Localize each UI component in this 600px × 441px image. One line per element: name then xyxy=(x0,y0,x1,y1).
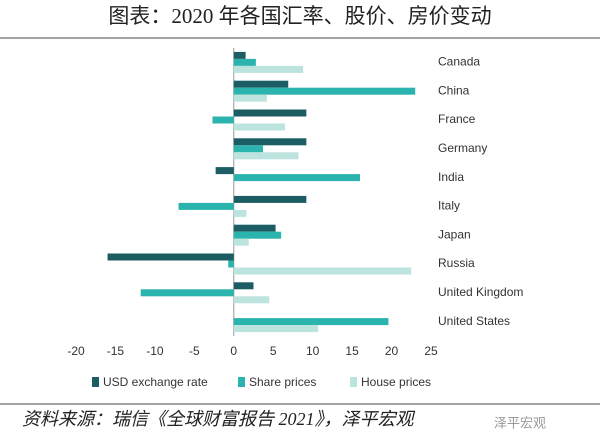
bar xyxy=(233,138,307,146)
bar xyxy=(233,238,249,246)
category-label: Italy xyxy=(438,199,460,213)
legend-label: House prices xyxy=(361,375,431,389)
legend-swatch xyxy=(350,377,357,387)
x-tick-label: 25 xyxy=(424,344,438,358)
category-label: Japan xyxy=(438,227,471,241)
bar xyxy=(233,80,289,88)
bar xyxy=(178,202,234,210)
bar xyxy=(233,209,247,217)
x-tick-label: -20 xyxy=(67,344,85,358)
bar xyxy=(233,325,319,333)
bar xyxy=(233,318,389,326)
legend-label: Share prices xyxy=(249,375,316,389)
legend-swatch xyxy=(238,377,245,387)
watermark: 泽平宏观 xyxy=(494,415,546,430)
category-label: China xyxy=(438,83,470,97)
x-tick-label: -5 xyxy=(189,344,200,358)
bar xyxy=(233,296,270,304)
category-label: United Kingdom xyxy=(438,285,523,299)
bar xyxy=(140,289,234,297)
x-tick-label: -10 xyxy=(146,344,164,358)
bar xyxy=(233,51,246,59)
category-label: United States xyxy=(438,314,510,328)
bar xyxy=(233,123,286,131)
bar xyxy=(233,145,263,153)
category-label: Canada xyxy=(438,55,480,69)
bar xyxy=(233,65,304,73)
bar xyxy=(233,87,416,95)
category-label: India xyxy=(438,170,464,184)
bar xyxy=(233,152,299,160)
bar xyxy=(233,282,254,290)
bar xyxy=(233,174,360,182)
source-note: 资料来源：瑞信《全球财富报告 2021》，泽平宏观 xyxy=(22,409,415,429)
bar xyxy=(233,195,307,203)
legend-swatch xyxy=(92,377,99,387)
bar xyxy=(233,58,256,66)
bar xyxy=(233,94,267,102)
x-tick-label: 20 xyxy=(385,344,399,358)
x-tick-label: -15 xyxy=(107,344,125,358)
category-label: Russia xyxy=(438,256,475,270)
x-tick-label: 15 xyxy=(345,344,359,358)
bar xyxy=(212,116,234,124)
chart-title: 图表：2020 年各国汇率、股价、房价变动 xyxy=(108,4,491,28)
category-label: Germany xyxy=(438,141,487,155)
legend-label: USD exchange rate xyxy=(103,375,208,389)
x-tick-label: 0 xyxy=(230,344,237,358)
bar xyxy=(233,109,307,117)
x-tick-label: 10 xyxy=(306,344,320,358)
bar xyxy=(233,267,412,275)
bar xyxy=(107,253,234,261)
bar xyxy=(233,224,276,232)
bar xyxy=(215,167,234,175)
x-tick-label: 5 xyxy=(270,344,277,358)
bar xyxy=(233,231,282,239)
bar xyxy=(228,260,234,268)
category-label: France xyxy=(438,112,476,126)
